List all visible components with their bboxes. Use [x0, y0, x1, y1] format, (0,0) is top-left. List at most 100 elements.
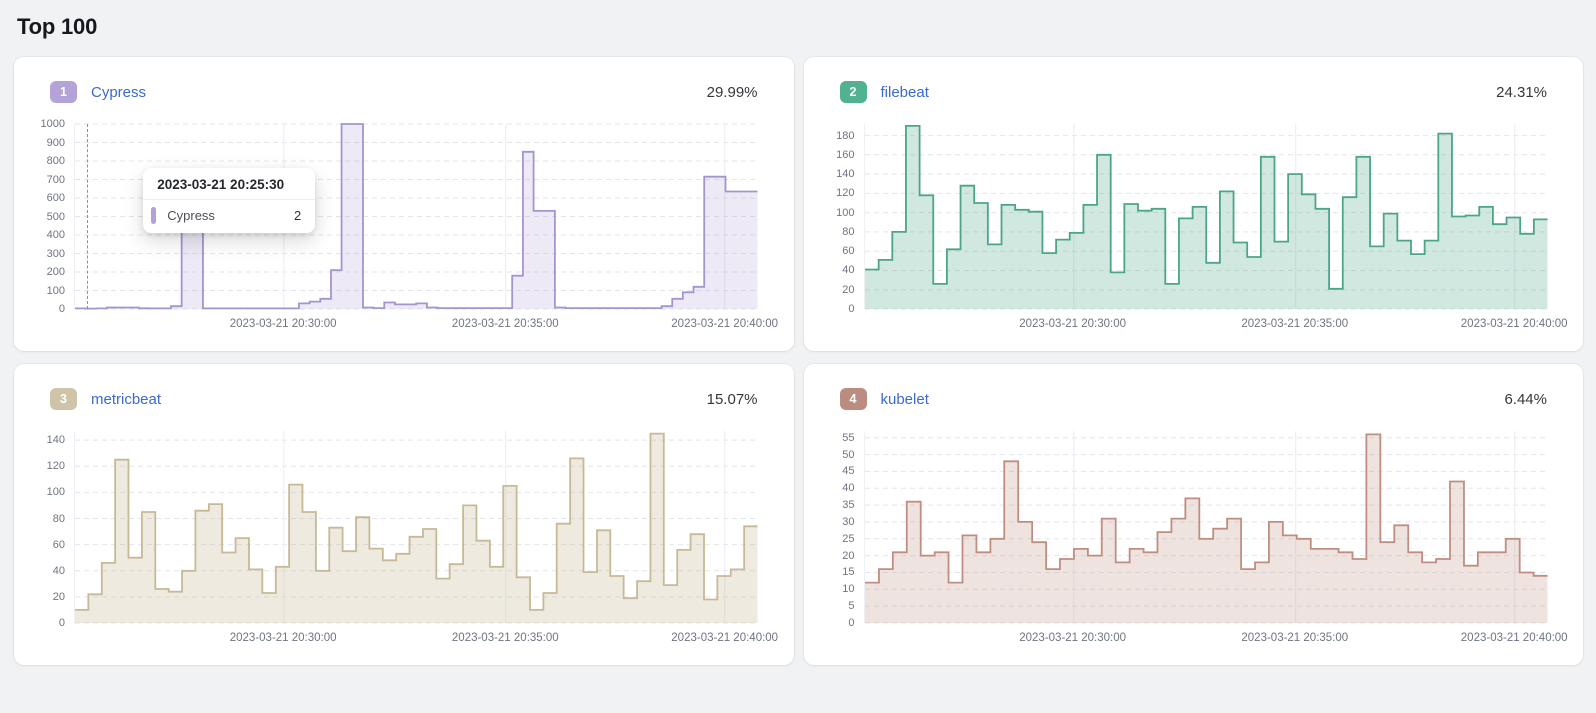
x-tick-label: 2023-03-21 20:30:00: [1019, 318, 1127, 330]
chart-area: 0 5 10 15 20 25 30 35 40 45 50 55: [820, 431, 1547, 629]
chart-card-metricbeat: 3 metricbeat 15.07% 0 20 40 60 80 100 120 140 2…: [14, 364, 794, 665]
y-tick-label: 0: [58, 617, 65, 629]
y-tick-label: 200: [46, 266, 65, 278]
y-tick-label: 120: [46, 460, 65, 473]
y-tick-label: 40: [842, 482, 855, 495]
tooltip-row: Cypress 2: [143, 200, 315, 233]
rank-badge: 1: [50, 81, 77, 103]
card-header: 2 filebeat 24.31%: [839, 81, 1547, 103]
x-tick-label: 2023-03-21 20:40:00: [671, 318, 779, 330]
y-tick-label: 5: [848, 600, 855, 613]
y-tick-label: 120: [836, 187, 855, 200]
y-tick-label: 160: [836, 148, 855, 161]
x-axis-labels: 2023-03-21 20:30:00 2023-03-21 20:35:00 20…: [864, 316, 1567, 337]
y-tick-label: 300: [46, 247, 65, 260]
y-tick-label: 40: [842, 264, 855, 277]
x-axis-labels: 2023-03-21 20:30:00 2023-03-21 20:35:00 20…: [74, 316, 778, 337]
y-tick-label: 180: [836, 129, 855, 142]
y-tick-label: 10: [842, 583, 855, 596]
series-link-filebeat[interactable]: filebeat: [880, 83, 929, 101]
y-tick-label: 0: [848, 303, 855, 315]
tooltip-value: 2: [294, 208, 302, 224]
y-tick-label: 1000: [40, 118, 65, 130]
chart-card-cypress: 1 Cypress 29.99% 0 100 200 300 400 500 600 700 8…: [14, 57, 794, 351]
series-link-cypress[interactable]: Cypress: [91, 83, 147, 101]
page-title: Top 100: [17, 14, 98, 39]
y-tick-label: 25: [842, 532, 855, 545]
chart-card-filebeat: 2 filebeat 24.31% 0 20 40 60 80 100 120 140 160 1…: [803, 57, 1583, 351]
x-tick-label: 2023-03-21 20:30:00: [1019, 632, 1127, 644]
y-tick-label: 700: [46, 173, 65, 186]
tooltip-timestamp: 2023-03-21 20:25:30: [143, 168, 316, 201]
y-tick-label: 100: [46, 486, 65, 499]
y-tick-label: 60: [842, 245, 855, 258]
percent-value: 29.99%: [706, 83, 758, 101]
plot-region[interactable]: [863, 124, 1547, 309]
x-tick-label: 2023-03-21 20:35:00: [1241, 318, 1349, 330]
chart-area: 0 20 40 60 80 100 120 140 160 180: [820, 124, 1547, 315]
y-axis-labels: 0 20 40 60 80 100 120 140 160 180: [820, 124, 864, 315]
x-tick-label: 2023-03-21 20:40:00: [671, 632, 779, 644]
step-area-chart: [75, 431, 758, 623]
x-tick-label: 2023-03-21 20:30:00: [229, 318, 337, 330]
y-tick-label: 100: [46, 284, 65, 297]
x-tick-label: 2023-03-21 20:30:00: [229, 632, 337, 644]
rank-badge: 3: [50, 388, 77, 410]
hover-cursor-line: [87, 124, 89, 309]
y-tick-label: 80: [842, 225, 855, 238]
y-axis-labels: 0 100 200 300 400 500 600 700 800 900 1000: [30, 118, 74, 315]
y-tick-label: 60: [52, 538, 65, 551]
y-axis-labels: 0 5 10 15 20 25 30 35 40 45 50 55: [820, 431, 864, 629]
x-tick-label: 2023-03-21 20:40:00: [1460, 632, 1568, 644]
x-axis-labels: 2023-03-21 20:30:00 2023-03-21 20:35:00 20…: [864, 630, 1567, 651]
y-tick-label: 50: [842, 448, 855, 461]
percent-value: 6.44%: [1504, 390, 1547, 408]
y-tick-label: 35: [842, 499, 855, 512]
plot-region[interactable]: 2023-03-21 20:25:30 Cypress 2: [74, 124, 758, 309]
x-tick-label: 2023-03-21 20:35:00: [451, 632, 559, 644]
tooltip-series-name: Cypress: [167, 208, 215, 224]
y-tick-label: 600: [46, 192, 65, 204]
x-axis-labels: 2023-03-21 20:30:00 2023-03-21 20:35:00 20…: [74, 630, 778, 651]
card-header: 3 metricbeat 15.07%: [50, 388, 758, 410]
y-tick-label: 40: [52, 564, 65, 577]
y-tick-label: 140: [46, 434, 65, 447]
x-tick-label: 2023-03-21 20:35:00: [451, 318, 559, 330]
y-tick-label: 20: [842, 283, 855, 296]
step-area-chart: [864, 124, 1547, 309]
plot-region[interactable]: [74, 431, 758, 623]
plot-region[interactable]: [863, 431, 1547, 623]
y-tick-label: 45: [842, 465, 855, 478]
y-tick-label: 30: [842, 515, 855, 528]
y-tick-label: 20: [842, 549, 855, 562]
percent-value: 15.07%: [706, 390, 758, 408]
y-tick-label: 500: [46, 210, 65, 223]
charts-grid: 1 Cypress 29.99% 0 100 200 300 400 500 600 700 8…: [14, 57, 1583, 665]
card-header: 1 Cypress 29.99%: [50, 81, 758, 103]
series-link-metricbeat[interactable]: metricbeat: [91, 390, 162, 408]
y-tick-label: 0: [848, 617, 855, 629]
step-area-chart: [75, 124, 758, 309]
card-header: 4 kubelet 6.44%: [839, 388, 1547, 410]
y-tick-label: 20: [52, 590, 65, 603]
chart-area: 0 100 200 300 400 500 600 700 800 900 1000 2023-03…: [30, 118, 758, 315]
y-tick-label: 900: [46, 136, 65, 149]
rank-badge: 2: [839, 81, 867, 103]
y-tick-label: 15: [842, 566, 855, 579]
x-tick-label: 2023-03-21 20:40:00: [1460, 318, 1568, 330]
chart-area: 0 20 40 60 80 100 120 140: [30, 431, 758, 629]
y-tick-label: 100: [836, 206, 855, 219]
rank-badge: 4: [839, 388, 867, 410]
y-axis-labels: 0 20 40 60 80 100 120 140: [30, 431, 74, 629]
percent-value: 24.31%: [1496, 83, 1547, 101]
chart-card-kubelet: 4 kubelet 6.44% 0 5 10 15 20 25 30 35 40 45 50 55 2…: [803, 364, 1583, 665]
x-tick-label: 2023-03-21 20:35:00: [1241, 632, 1349, 644]
y-tick-label: 0: [58, 303, 65, 315]
y-tick-label: 800: [46, 155, 65, 167]
y-tick-label: 80: [52, 512, 65, 525]
chart-tooltip: 2023-03-21 20:25:30 Cypress 2: [143, 168, 316, 234]
series-link-kubelet[interactable]: kubelet: [880, 390, 929, 408]
y-tick-label: 140: [836, 168, 855, 181]
step-area-chart: [864, 431, 1547, 623]
series-marker-icon: [151, 207, 157, 225]
